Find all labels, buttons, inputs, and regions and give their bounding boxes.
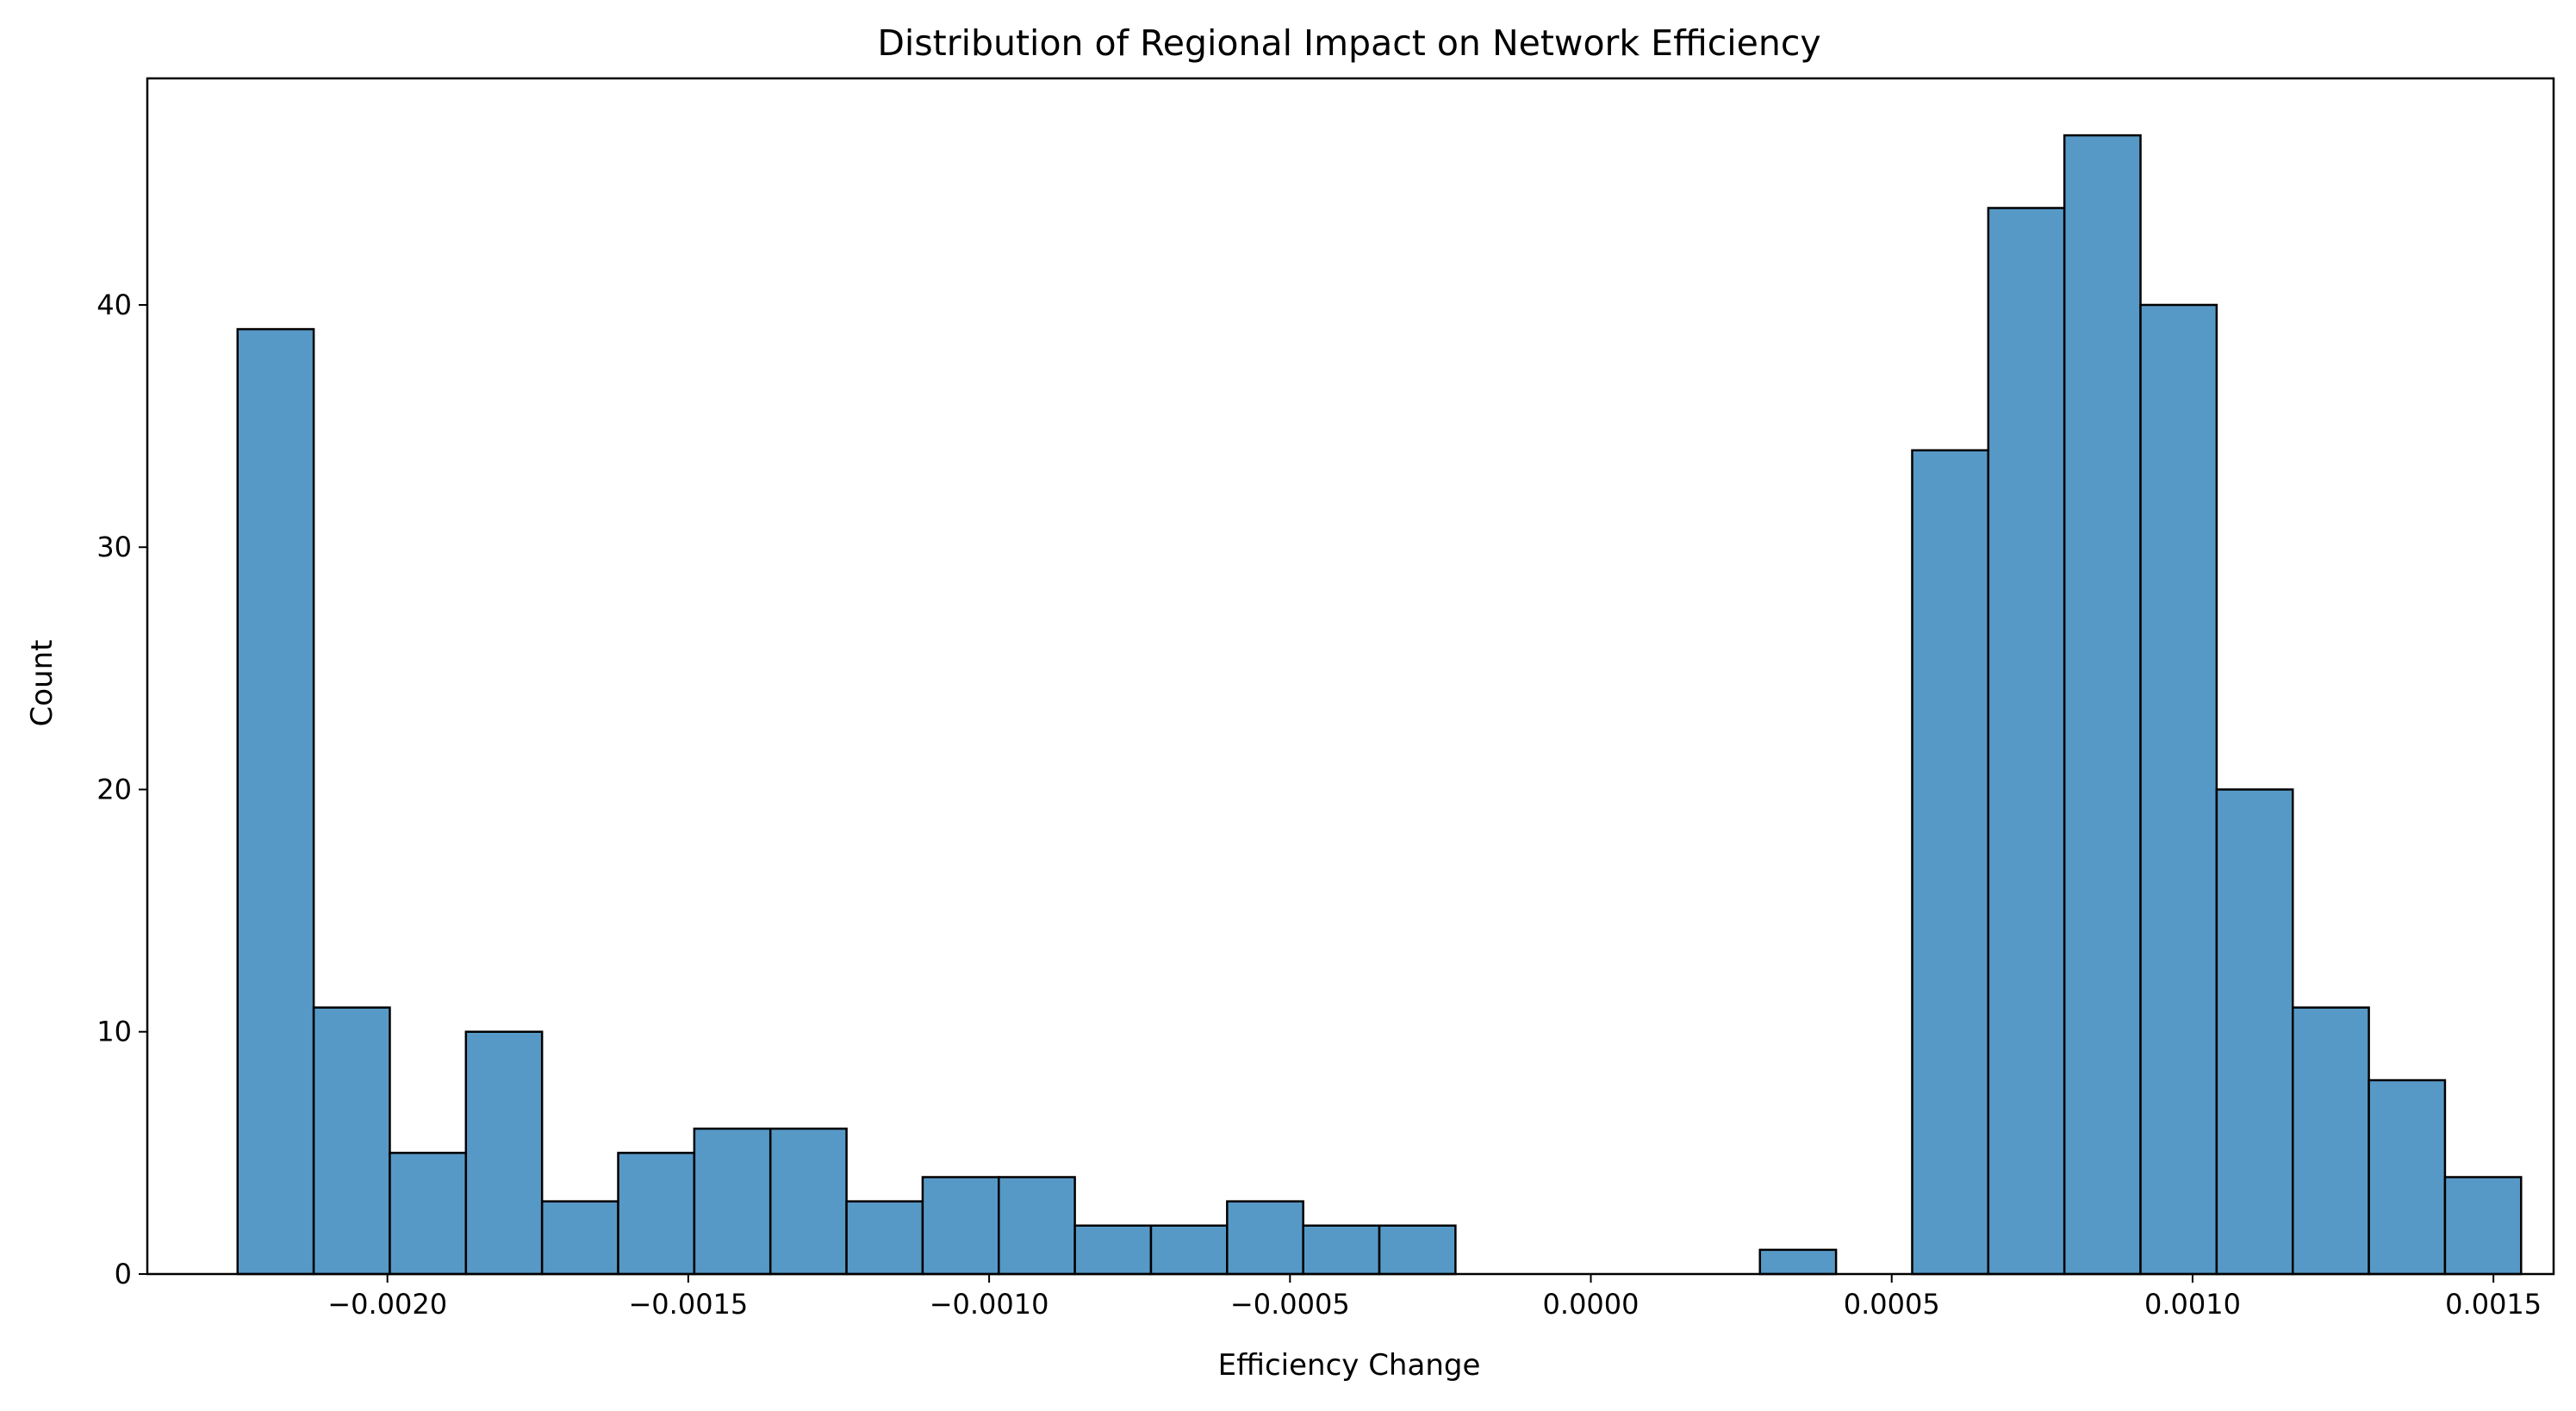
- y-tick-label: 30: [96, 531, 132, 563]
- histogram-bar: [921, 1176, 1000, 1276]
- histogram-bar: [693, 1127, 772, 1276]
- histogram-bar: [2443, 1176, 2523, 1276]
- x-tick-label: 0.0000: [1543, 1288, 1640, 1321]
- plot-area-frame: [146, 77, 2555, 1276]
- x-tick-label: −0.0015: [628, 1288, 748, 1321]
- histogram-bar: [2368, 1078, 2447, 1276]
- x-tick-label: 0.0015: [2445, 1288, 2542, 1321]
- histogram-bar: [768, 1127, 848, 1276]
- x-tick-label: −0.0010: [930, 1288, 1049, 1321]
- histogram-bar: [389, 1152, 468, 1276]
- y-tick-label: 40: [96, 289, 132, 321]
- histogram-bar: [617, 1152, 696, 1276]
- histogram-bar: [1149, 1224, 1229, 1276]
- histogram-bar: [1911, 449, 1990, 1276]
- y-tick-label: 10: [96, 1016, 132, 1048]
- histogram-bar: [1987, 207, 2066, 1276]
- x-axis-label: Efficiency Change: [1218, 1348, 1481, 1383]
- chart-title: Distribution of Regional Impact on Netwo…: [877, 22, 1820, 64]
- histogram-bar: [1758, 1248, 1838, 1276]
- y-tick-label: 20: [96, 773, 132, 805]
- bars-layer: [236, 134, 2523, 1276]
- histogram-bar: [540, 1200, 619, 1276]
- y-axis-label: Count: [25, 640, 59, 727]
- x-tick-label: 0.0005: [1844, 1288, 1940, 1321]
- histogram-bar: [312, 1006, 391, 1276]
- y-tick-label: 0: [115, 1258, 132, 1290]
- histogram-bar: [2063, 134, 2142, 1276]
- histogram-bar: [236, 327, 315, 1276]
- histogram-bar: [998, 1176, 1076, 1276]
- histogram-bar: [2215, 788, 2294, 1276]
- histogram-bar: [845, 1200, 924, 1276]
- x-tick-label: −0.0020: [327, 1288, 447, 1321]
- x-axis: −0.0020 −0.0015 −0.0010 −0.0005 0.0000 0.0005…: [327, 1274, 2542, 1321]
- y-axis: 0 10 20 30 40: [96, 289, 147, 1290]
- histogram-bar: [1073, 1224, 1153, 1276]
- histogram-bar: [1226, 1200, 1304, 1276]
- x-tick-label: 0.0010: [2144, 1288, 2241, 1321]
- x-tick-label: −0.0005: [1230, 1288, 1350, 1321]
- histogram-bar: [2291, 1006, 2370, 1276]
- histogram-bar: [464, 1030, 544, 1276]
- histogram-bar: [2139, 303, 2218, 1276]
- histogram-bar: [1302, 1224, 1381, 1276]
- histogram-bar: [1378, 1224, 1457, 1276]
